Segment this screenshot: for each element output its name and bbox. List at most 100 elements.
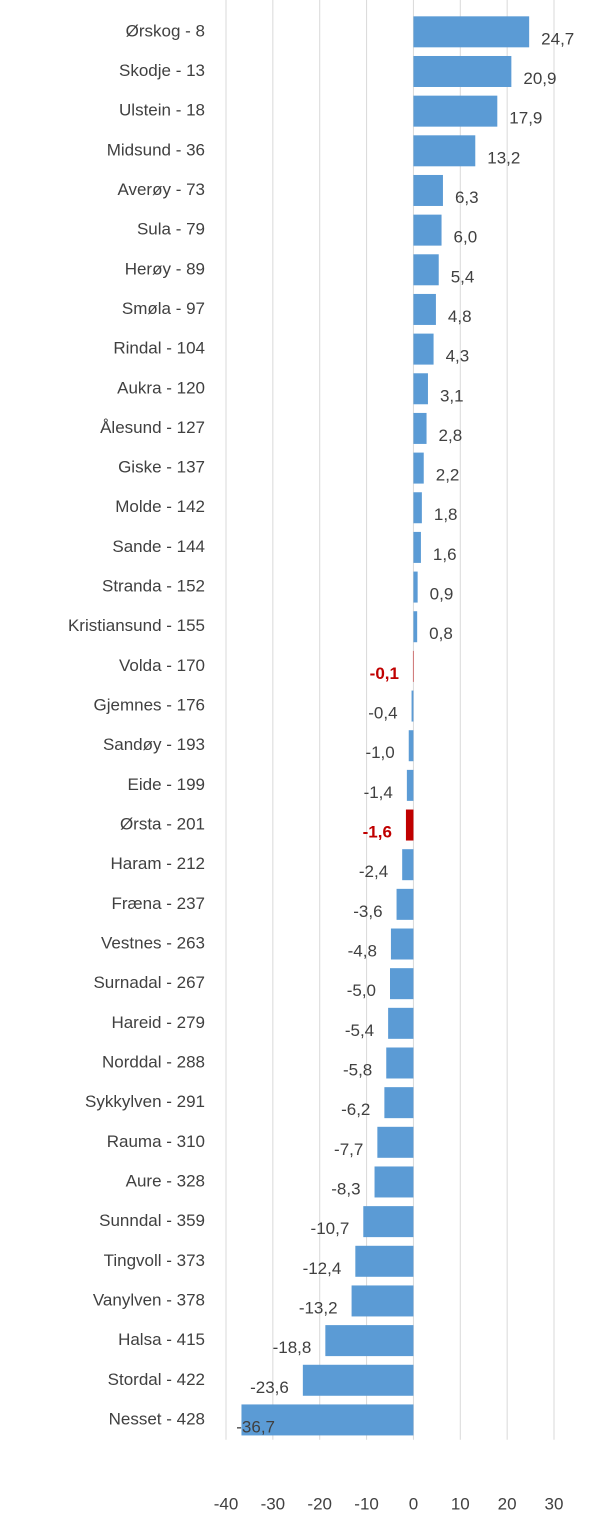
x-tick-label: -40: [214, 1494, 239, 1513]
bar: [374, 1166, 414, 1198]
category-label: Fræna - 237: [111, 894, 205, 913]
value-label: 20,9: [523, 69, 556, 88]
category-label: Ørsta - 201: [120, 815, 205, 834]
category-label: Sande - 144: [112, 537, 205, 556]
category-label: Giske - 137: [118, 458, 205, 477]
bar: [413, 254, 439, 286]
x-tick-label: 0: [409, 1494, 418, 1513]
category-label: Aure - 328: [126, 1171, 205, 1190]
bar: [413, 293, 436, 325]
bar: [396, 888, 414, 920]
value-label: -5,0: [347, 981, 376, 1000]
value-label: -1,4: [364, 783, 393, 802]
value-label: -12,4: [303, 1259, 342, 1278]
bar: [413, 571, 418, 603]
bar: [413, 531, 421, 563]
bar: [388, 1007, 414, 1039]
category-label: Stranda - 152: [102, 577, 205, 596]
category-label: Gjemnes - 176: [94, 696, 206, 715]
bar: [325, 1325, 414, 1357]
category-label: Skodje - 13: [119, 61, 205, 80]
category-label: Rauma - 310: [107, 1132, 205, 1151]
x-tick-label: 10: [451, 1494, 470, 1513]
value-label: -3,6: [353, 902, 382, 921]
value-label: 1,8: [434, 505, 458, 524]
category-label: Smøla - 97: [122, 299, 205, 318]
bar: [363, 1206, 414, 1238]
bar: [411, 690, 414, 722]
category-label: Eide - 199: [128, 775, 206, 794]
value-label: -13,2: [299, 1298, 338, 1317]
value-label: -0,4: [368, 704, 397, 723]
bar: [408, 730, 414, 762]
value-label: 3,1: [440, 386, 464, 405]
value-label: -36,7: [236, 1417, 275, 1436]
category-label: Ulstein - 18: [119, 101, 205, 120]
bar: [413, 611, 418, 643]
category-label: Stordal - 422: [108, 1370, 205, 1389]
value-label: -8,3: [331, 1179, 360, 1198]
value-label: 4,8: [448, 307, 472, 326]
bar: [413, 55, 512, 87]
category-label: Averøy - 73: [117, 180, 205, 199]
value-label: 6,3: [455, 188, 479, 207]
bar: [402, 849, 414, 881]
category-label: Vanylven - 378: [93, 1290, 205, 1309]
x-tick-label: 30: [545, 1494, 564, 1513]
category-label: Haram - 212: [111, 854, 205, 873]
bar: [351, 1285, 414, 1317]
x-tick-label: -30: [261, 1494, 286, 1513]
value-label: -0,1: [370, 664, 399, 683]
category-label: Vestnes - 263: [101, 933, 205, 952]
bar: [413, 373, 428, 405]
category-label: Sykkylven - 291: [85, 1092, 205, 1111]
bar: [413, 135, 476, 167]
value-label: -10,7: [311, 1219, 350, 1238]
value-label: -7,7: [334, 1140, 363, 1159]
x-tick-label: -20: [307, 1494, 332, 1513]
bar: [390, 928, 414, 960]
bar: [413, 452, 424, 484]
value-label: 17,9: [509, 109, 542, 128]
x-tick-label: 20: [498, 1494, 517, 1513]
x-tick-label: -10: [354, 1494, 379, 1513]
bar: [413, 95, 498, 127]
bar: [386, 1047, 414, 1079]
category-label: Rindal - 104: [113, 339, 205, 358]
category-label: Nesset - 428: [109, 1409, 205, 1428]
bar: [241, 1404, 414, 1436]
category-label: Ålesund - 127: [100, 418, 205, 437]
bar: [413, 16, 530, 48]
value-label: 13,2: [487, 148, 520, 167]
value-label: -1,6: [363, 823, 392, 842]
bar: [384, 1087, 414, 1119]
category-label: Kristiansund - 155: [68, 616, 205, 635]
bar: [405, 809, 414, 841]
category-label: Aukra - 120: [117, 378, 205, 397]
bar: [413, 174, 443, 206]
value-label: -1,0: [365, 743, 394, 762]
bar: [413, 214, 442, 246]
value-label: -4,8: [348, 941, 377, 960]
category-label: Sunndal - 359: [99, 1211, 205, 1230]
bar: [377, 1126, 414, 1158]
value-label: -5,4: [345, 1021, 374, 1040]
category-label: Sula - 79: [137, 220, 205, 239]
value-label: 4,3: [446, 347, 470, 366]
value-label: 24,7: [541, 29, 574, 48]
value-label: -18,8: [273, 1338, 312, 1357]
category-label: Tingvoll - 373: [104, 1251, 205, 1270]
value-label: -6,2: [341, 1100, 370, 1119]
bar: [302, 1364, 414, 1396]
value-label: 2,8: [439, 426, 463, 445]
category-label: Halsa - 415: [118, 1330, 205, 1349]
value-label: -5,8: [343, 1060, 372, 1079]
category-label: Midsund - 36: [107, 140, 205, 159]
value-label: -23,6: [250, 1378, 289, 1397]
bar: [413, 333, 434, 365]
value-label: 0,8: [429, 624, 453, 643]
category-label: Surnadal - 267: [93, 973, 205, 992]
category-label: Hareid - 279: [111, 1013, 205, 1032]
category-label: Herøy - 89: [125, 259, 205, 278]
